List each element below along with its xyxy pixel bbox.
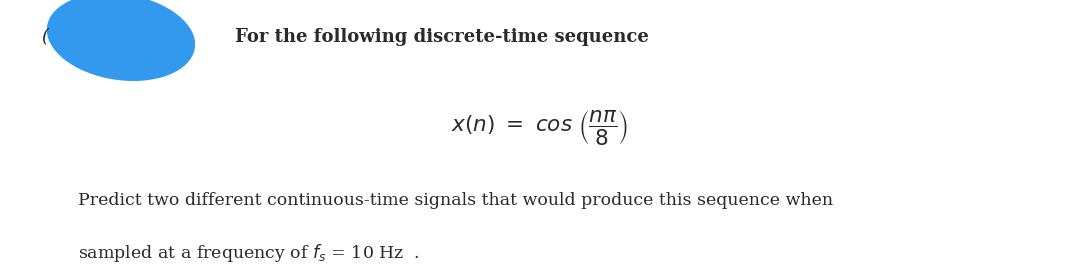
Text: For the following discrete-time sequence: For the following discrete-time sequence <box>235 28 649 46</box>
Text: (: ( <box>41 28 48 46</box>
Ellipse shape <box>46 0 195 81</box>
Text: $x(n) \ = \ \mathit{cos} \ \left(\dfrac{n\pi}{8}\right)$: $x(n) \ = \ \mathit{cos} \ \left(\dfrac{… <box>451 108 629 147</box>
Text: Predict two different continuous-time signals that would produce this sequence w: Predict two different continuous-time si… <box>78 192 833 209</box>
Text: sampled at a frequency of $f_s$ = 10 Hz  .: sampled at a frequency of $f_s$ = 10 Hz … <box>78 242 419 264</box>
